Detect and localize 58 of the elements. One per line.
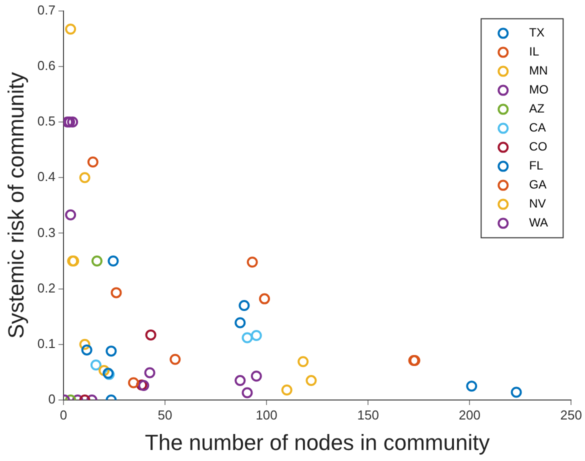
point (128, 377, 140, 388)
point (65, 24, 76, 35)
point (110, 287, 122, 298)
point (242, 332, 253, 344)
point (250, 370, 262, 382)
point (281, 384, 292, 396)
point (81, 344, 92, 356)
legend-label: WA (529, 216, 548, 230)
y-tick-label: 0.3 (37, 224, 56, 240)
y-tick-label: 0.4 (37, 169, 56, 184)
point (144, 367, 156, 378)
y-tick-label: 0.6 (37, 58, 56, 73)
legend-label: NV (529, 196, 546, 211)
x-tick-label: 50 (158, 407, 172, 422)
x-tick-label: 150 (357, 407, 379, 422)
x-tick-label: 100 (256, 407, 278, 422)
legend-label: CA (529, 120, 546, 135)
point (79, 338, 90, 350)
legend-label: FL (529, 158, 544, 173)
point (306, 375, 317, 386)
point (108, 256, 119, 266)
point (98, 365, 110, 376)
y-tick-label: 0.5 (37, 114, 56, 129)
point (234, 317, 246, 328)
point (246, 256, 258, 268)
point (466, 380, 478, 392)
y-tick-label: 0.1 (37, 336, 56, 351)
point (234, 375, 246, 386)
legend-label: MO (529, 82, 548, 97)
point (259, 293, 270, 304)
point (145, 329, 156, 340)
point (87, 156, 98, 168)
point (106, 346, 117, 357)
point (242, 387, 253, 398)
point (90, 359, 102, 370)
point (67, 116, 78, 128)
x-axis-title: The number of nodes in community (144, 430, 490, 455)
point (65, 209, 76, 220)
y-tick-label: 0 (48, 392, 56, 407)
legend-label: TX (529, 26, 544, 40)
point (91, 256, 102, 266)
legend-label: IL (529, 44, 540, 59)
y-tick-label: 0.2 (37, 280, 56, 296)
legend-label: CO (529, 140, 548, 154)
x-tick-label: 0 (60, 407, 68, 422)
point (298, 356, 309, 368)
y-axis-title: Systemic risk of community (3, 72, 28, 339)
point (170, 354, 181, 365)
legend-label: GA (529, 178, 546, 192)
point (238, 300, 250, 311)
point (510, 386, 522, 398)
y-tick-label: 0.7 (37, 2, 56, 18)
point (250, 330, 262, 342)
x-tick-label: 200 (458, 407, 480, 422)
x-tick-label: 250 (560, 407, 582, 422)
legend-label: MN (529, 64, 548, 78)
legend-label: AZ (529, 102, 544, 116)
point (79, 172, 90, 184)
